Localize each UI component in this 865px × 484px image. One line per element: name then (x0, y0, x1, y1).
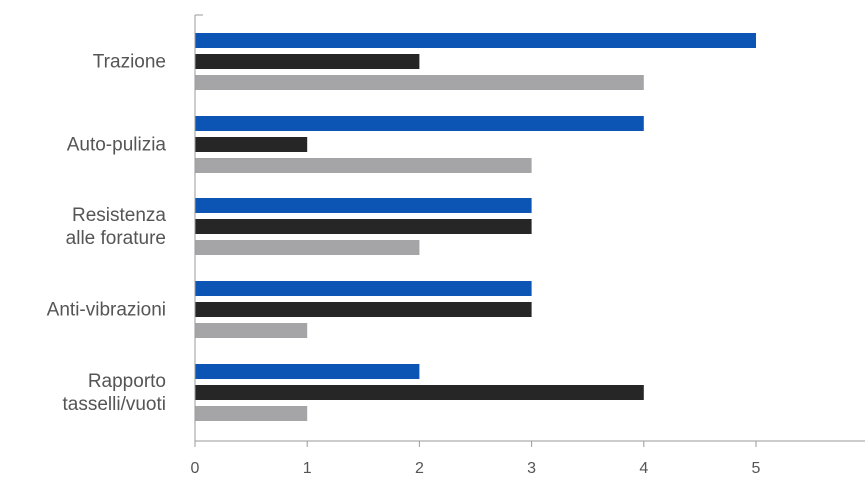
category-label-4: Anti-vibrazioni (47, 300, 166, 321)
category-label-3-line1: Resistenza (72, 205, 166, 226)
x-tick-label-0: 0 (191, 460, 200, 477)
bar-cat2-series1 (195, 116, 644, 131)
bar-cat1-series3 (195, 75, 644, 90)
x-tick-label-5: 5 (752, 460, 761, 477)
category-label-5-line2: tasselli/vuoti (63, 394, 167, 415)
category-label-2: Auto-pulizia (67, 135, 167, 156)
bar-cat1-series2 (195, 54, 419, 69)
category-label-3-line2: alle forature (66, 228, 166, 249)
bar-cat3-series3 (195, 240, 419, 255)
bar-cat2-series2 (195, 137, 307, 152)
bar-cat4-series1 (195, 281, 532, 296)
bar-cat3-series2 (195, 219, 532, 234)
x-tick-label-3: 3 (527, 460, 536, 477)
category-label-5-line1: Rapporto (88, 371, 166, 392)
bar-cat5-series3 (195, 406, 307, 421)
x-tick-label-4: 4 (639, 460, 648, 477)
bar-cat5-series1 (195, 364, 419, 379)
bar-cat5-series2 (195, 385, 644, 400)
category-label-1: Trazione (93, 52, 166, 73)
bar-cat2-series3 (195, 158, 532, 173)
bar-cat4-series3 (195, 323, 307, 338)
x-tick-label-1: 1 (303, 460, 312, 477)
bar-cat3-series1 (195, 198, 532, 213)
bars-layer (195, 33, 756, 421)
x-tick-label-2: 2 (415, 460, 424, 477)
bar-cat4-series2 (195, 302, 532, 317)
bar-cat1-series1 (195, 33, 756, 48)
